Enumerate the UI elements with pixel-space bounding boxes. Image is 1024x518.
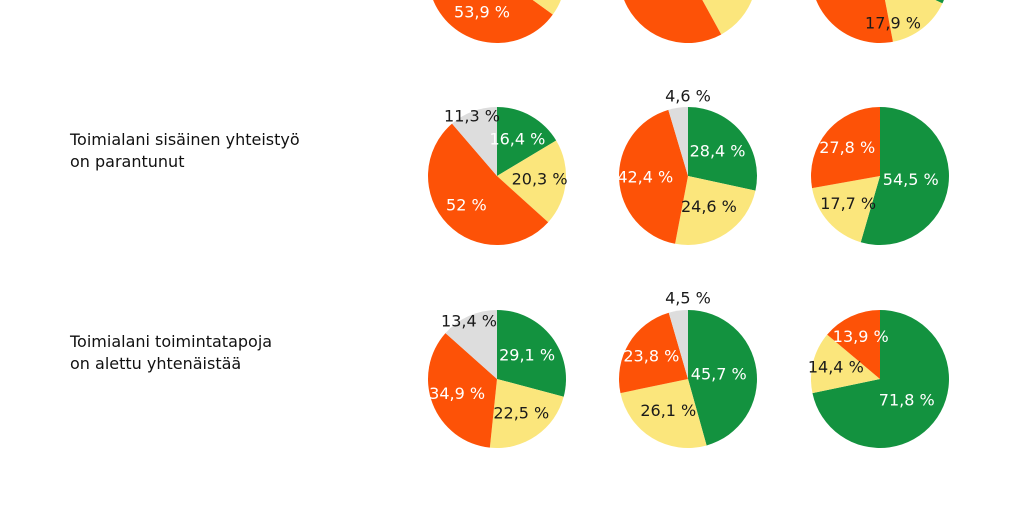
pie-slice-orange <box>816 0 893 43</box>
pie-r2-c1 <box>619 310 758 449</box>
pie-slice-label: 11,3 % <box>444 107 500 126</box>
pie-slice-label: 13,9 % <box>833 327 889 346</box>
pie-slice-yellow <box>497 140 566 223</box>
row-label-line: Toimialani sisäinen yhteistyö <box>70 130 300 149</box>
pie-slice-label: 24,6 % <box>681 197 737 216</box>
pie-slice-label: 4,6 % <box>665 87 711 106</box>
pie-slice-green <box>935 0 944 4</box>
pie-slice-label: 20,3 % <box>512 170 568 189</box>
pie-slice-orange <box>619 312 688 394</box>
pie-slice-orange <box>624 0 722 43</box>
pie-slice-green <box>688 310 758 446</box>
pie-slice-label: 17,7 % <box>820 194 876 213</box>
pie-r0-c1 <box>624 0 752 43</box>
pie-slice-yellow <box>489 379 564 448</box>
pie-slice-yellow <box>675 176 756 245</box>
pie-slice-label: 14,4 % <box>808 357 864 376</box>
pie-slice-label: 28,4 % <box>690 142 746 161</box>
pie-slice-label: 54,5 % <box>883 170 939 189</box>
pie-slice-label: 52 % <box>446 195 487 214</box>
pie-slice-label: 26,1 % <box>640 401 696 420</box>
pie-slice-yellow <box>532 0 561 15</box>
pie-slice-label: 42,4 % <box>617 168 673 187</box>
pie-r0-c0 <box>433 0 561 43</box>
pie-r0-c2 <box>816 0 944 43</box>
pie-slice-orange <box>433 0 553 43</box>
pie-slice-yellow <box>702 0 752 35</box>
row-label-internal-cooperation: Toimialani sisäinen yhteistyö on parantu… <box>70 129 370 173</box>
row-label-line: Toimialani toimintatapoja <box>70 332 273 351</box>
pie-slice-label: 22,5 % <box>493 404 549 423</box>
pie-slice-grey <box>668 310 688 379</box>
pie-slice-green <box>688 107 758 191</box>
pie-slice-grey <box>445 310 497 379</box>
pie-slice-label: 27,8 % <box>819 138 875 157</box>
pie-r1-c1 <box>618 107 758 245</box>
pie-r2-c0 <box>427 310 566 448</box>
pie-slice-grey <box>452 107 497 176</box>
pie-slice-label: 45,7 % <box>691 364 747 383</box>
pie-r1-c0 <box>427 107 566 246</box>
pie-slice-yellow <box>812 176 880 243</box>
pie-slice-orange <box>427 333 497 448</box>
pie-slice-label: 23,8 % <box>623 346 679 365</box>
row-label-line: on parantunut <box>70 152 185 171</box>
pie-r2-c2 <box>811 310 949 448</box>
pie-slice-label: 34,9 % <box>429 384 485 403</box>
pie-slice-orange <box>827 310 880 379</box>
pie-slice-green <box>860 107 949 245</box>
pie-slice-green <box>812 310 949 448</box>
pie-slice-orange <box>618 109 688 244</box>
pie-slice-label: 16,4 % <box>489 129 545 148</box>
pie-slice-green <box>497 107 557 176</box>
pie-slice-label: 71,8 % <box>879 390 935 409</box>
pie-slice-grey <box>668 107 688 176</box>
row-label-line: on alettu yhtenäistää <box>70 354 242 373</box>
pie-slice-label: 17,9 % <box>865 14 921 33</box>
pie-slice-label: 53,9 % <box>454 3 510 22</box>
pie-slice-label: 4,5 % <box>665 289 711 308</box>
row-label-harmonized-practices: Toimialani toimintatapoja on alettu yhte… <box>70 331 370 375</box>
pie-r1-c2 <box>811 107 949 245</box>
pie-slice-yellow <box>811 334 880 394</box>
pie-slice-yellow <box>884 0 943 42</box>
pie-slice-label: 29,1 % <box>499 345 555 364</box>
pie-slice-yellow <box>620 379 707 449</box>
pie-slice-green <box>497 310 566 397</box>
pie-slice-orange <box>811 107 880 189</box>
pie-slice-label: 13,4 % <box>441 312 497 331</box>
pie-slice-orange <box>427 123 549 246</box>
